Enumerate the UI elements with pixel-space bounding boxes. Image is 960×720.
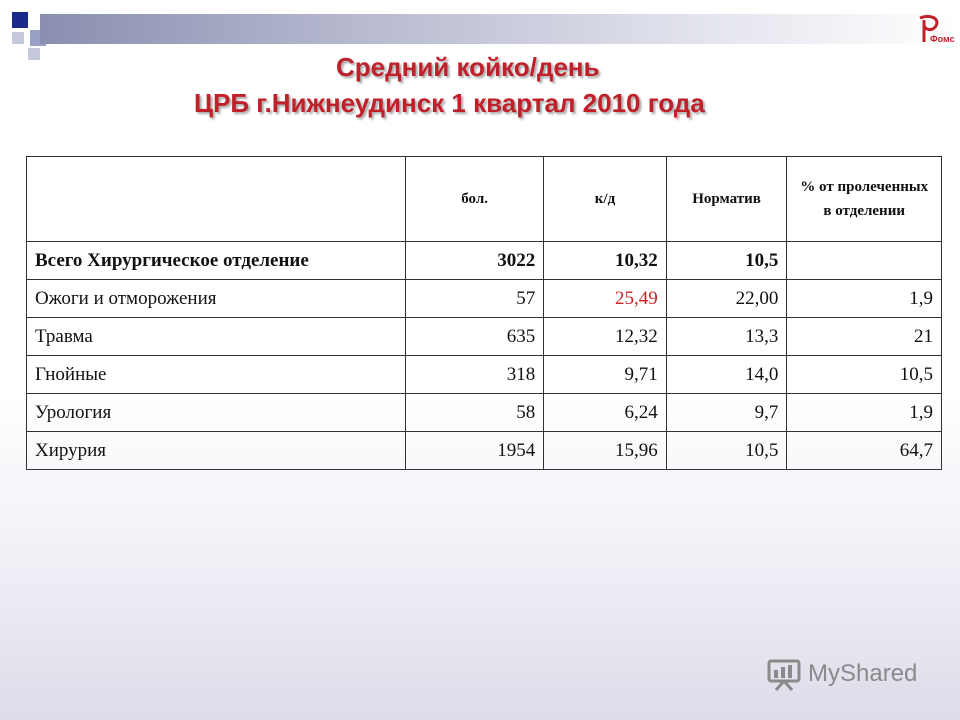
row-norm: 14,0 <box>665 355 788 394</box>
row-name: Травма <box>26 317 406 356</box>
row-norm: 13,3 <box>665 317 788 356</box>
row-bol: 1954 <box>404 431 545 470</box>
row-name: Всего Хирургическое отделение <box>26 241 406 280</box>
title-line-1: Средний койко/день <box>336 52 600 82</box>
decor-square-pale <box>12 32 24 44</box>
myshared-watermark: MyShared <box>766 656 936 696</box>
table-row: Ожоги и отморожения 57 25,49 22,00 1,9 <box>26 279 942 318</box>
header-gradient-bar <box>40 14 960 44</box>
header-cell-bol: бол. <box>404 156 545 242</box>
row-kd: 9,71 <box>543 355 667 394</box>
row-kd: 12,32 <box>543 317 667 356</box>
header-cell-name <box>26 156 406 242</box>
header-cell-kd: к/д <box>543 156 667 242</box>
row-kd: 6,24 <box>543 393 667 432</box>
row-percent: 10,5 <box>786 355 942 394</box>
logo-text: Фомс <box>930 34 955 44</box>
row-norm: 10,5 <box>665 431 788 470</box>
decor-square-pale-2 <box>28 48 40 60</box>
header-cell-percent: % от пролеченных в отделении <box>786 156 942 242</box>
row-bol: 3022 <box>404 241 545 280</box>
table-row: Травма 635 12,32 13,3 21 <box>26 317 942 356</box>
row-bol: 318 <box>404 355 545 394</box>
row-kd: 10,32 <box>543 241 667 280</box>
table-row: Гнойные 318 9,71 14,0 10,5 <box>26 355 942 394</box>
row-percent: 21 <box>786 317 942 356</box>
row-percent: 64,7 <box>786 431 942 470</box>
table-row: Урология 58 6,24 9,7 1,9 <box>26 393 942 432</box>
watermark-text: MyShared <box>808 660 918 687</box>
foms-logo: Фомс <box>912 14 956 46</box>
row-name: Урология <box>26 393 406 432</box>
row-percent: 1,9 <box>786 279 942 318</box>
row-name: Гнойные <box>26 355 406 394</box>
row-norm: 10,5 <box>665 241 788 280</box>
row-bol: 58 <box>404 393 545 432</box>
row-norm: 22,00 <box>665 279 788 318</box>
row-bol: 635 <box>404 317 545 356</box>
table-row-total: Всего Хирургическое отделение 3022 10,32… <box>26 241 942 280</box>
header-cell-norm: Норматив <box>665 156 788 242</box>
decor-square-dark <box>12 12 28 28</box>
title-line-2: ЦРБ г.Нижнеудинск 1 квартал 2010 года <box>194 88 705 118</box>
table-header-row: бол. к/д Норматив % от пролеченных в отд… <box>26 156 942 242</box>
presentation-board-icon <box>766 658 802 692</box>
row-name: Хирурия <box>26 431 406 470</box>
row-norm: 9,7 <box>665 393 788 432</box>
data-table: бол. к/д Норматив % от пролеченных в отд… <box>26 156 942 470</box>
row-kd: 15,96 <box>543 431 667 470</box>
row-bol: 57 <box>404 279 545 318</box>
row-name: Ожоги и отморожения <box>26 279 406 318</box>
row-percent <box>786 241 942 280</box>
table-row: Хирурия 1954 15,96 10,5 64,7 <box>26 431 942 470</box>
row-percent: 1,9 <box>786 393 942 432</box>
row-kd: 25,49 <box>543 279 667 318</box>
